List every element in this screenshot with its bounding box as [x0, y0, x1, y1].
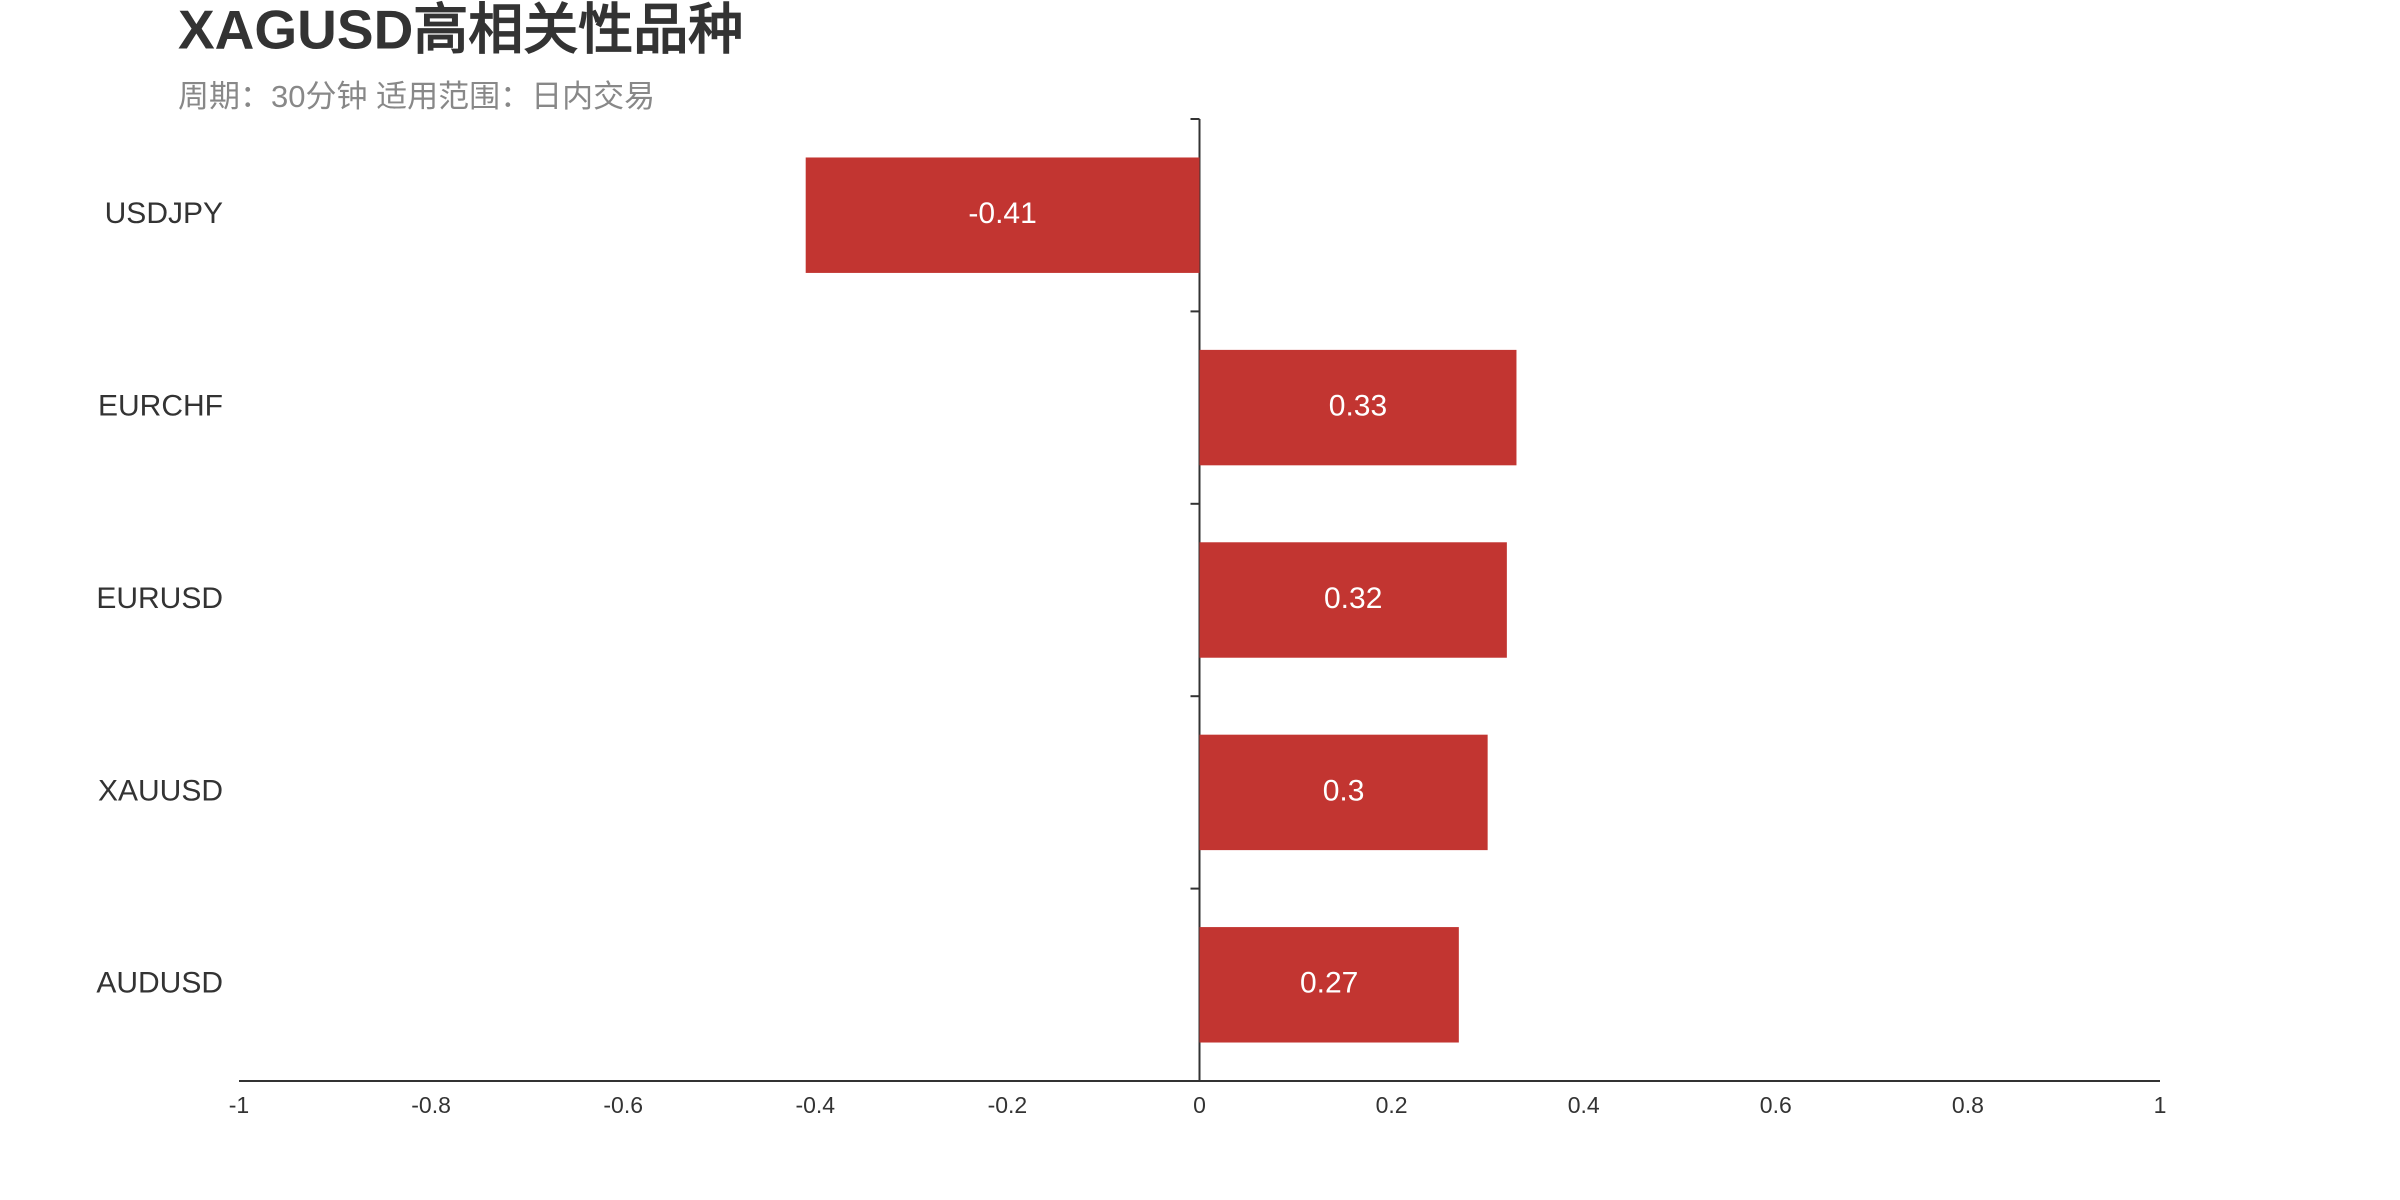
chart-title: XAGUSD高相关性品种 — [178, 0, 743, 61]
x-tick-label: 0.4 — [1568, 1092, 1600, 1118]
value-label: 0.3 — [1323, 774, 1365, 807]
bar — [1199, 542, 1507, 658]
y-tick-label: EURUSD — [96, 582, 223, 615]
x-tick-label: 0.8 — [1952, 1092, 1984, 1118]
bar — [805, 157, 1200, 273]
value-label: 0.27 — [1300, 967, 1358, 1000]
y-tick-label: XAUUSD — [98, 774, 223, 807]
x-tick-label: 0.6 — [1760, 1092, 1792, 1118]
x-tick-label: -0.4 — [795, 1092, 835, 1118]
x-tick-label: 1 — [2154, 1092, 2167, 1118]
x-tick-label: -0.6 — [603, 1092, 643, 1118]
chart-subtitle: 周期：30分钟 适用范围：日内交易 — [178, 79, 655, 114]
x-tick-label: -0.2 — [988, 1092, 1028, 1118]
y-tick-label: EURCHF — [98, 390, 223, 423]
bar — [1199, 734, 1488, 851]
x-tick-label: -0.8 — [411, 1092, 451, 1118]
value-label: 0.32 — [1324, 582, 1382, 615]
value-label: -0.41 — [968, 197, 1036, 230]
value-label: 0.33 — [1329, 390, 1387, 423]
x-tick-label: 0 — [1193, 1092, 1206, 1118]
x-tick-label: -1 — [229, 1092, 249, 1118]
y-tick-label: AUDUSD — [96, 967, 223, 1000]
x-tick-label: 0.2 — [1376, 1092, 1408, 1118]
y-tick-label: USDJPY — [105, 197, 223, 230]
bar — [1199, 349, 1517, 466]
bar — [1199, 927, 1459, 1043]
